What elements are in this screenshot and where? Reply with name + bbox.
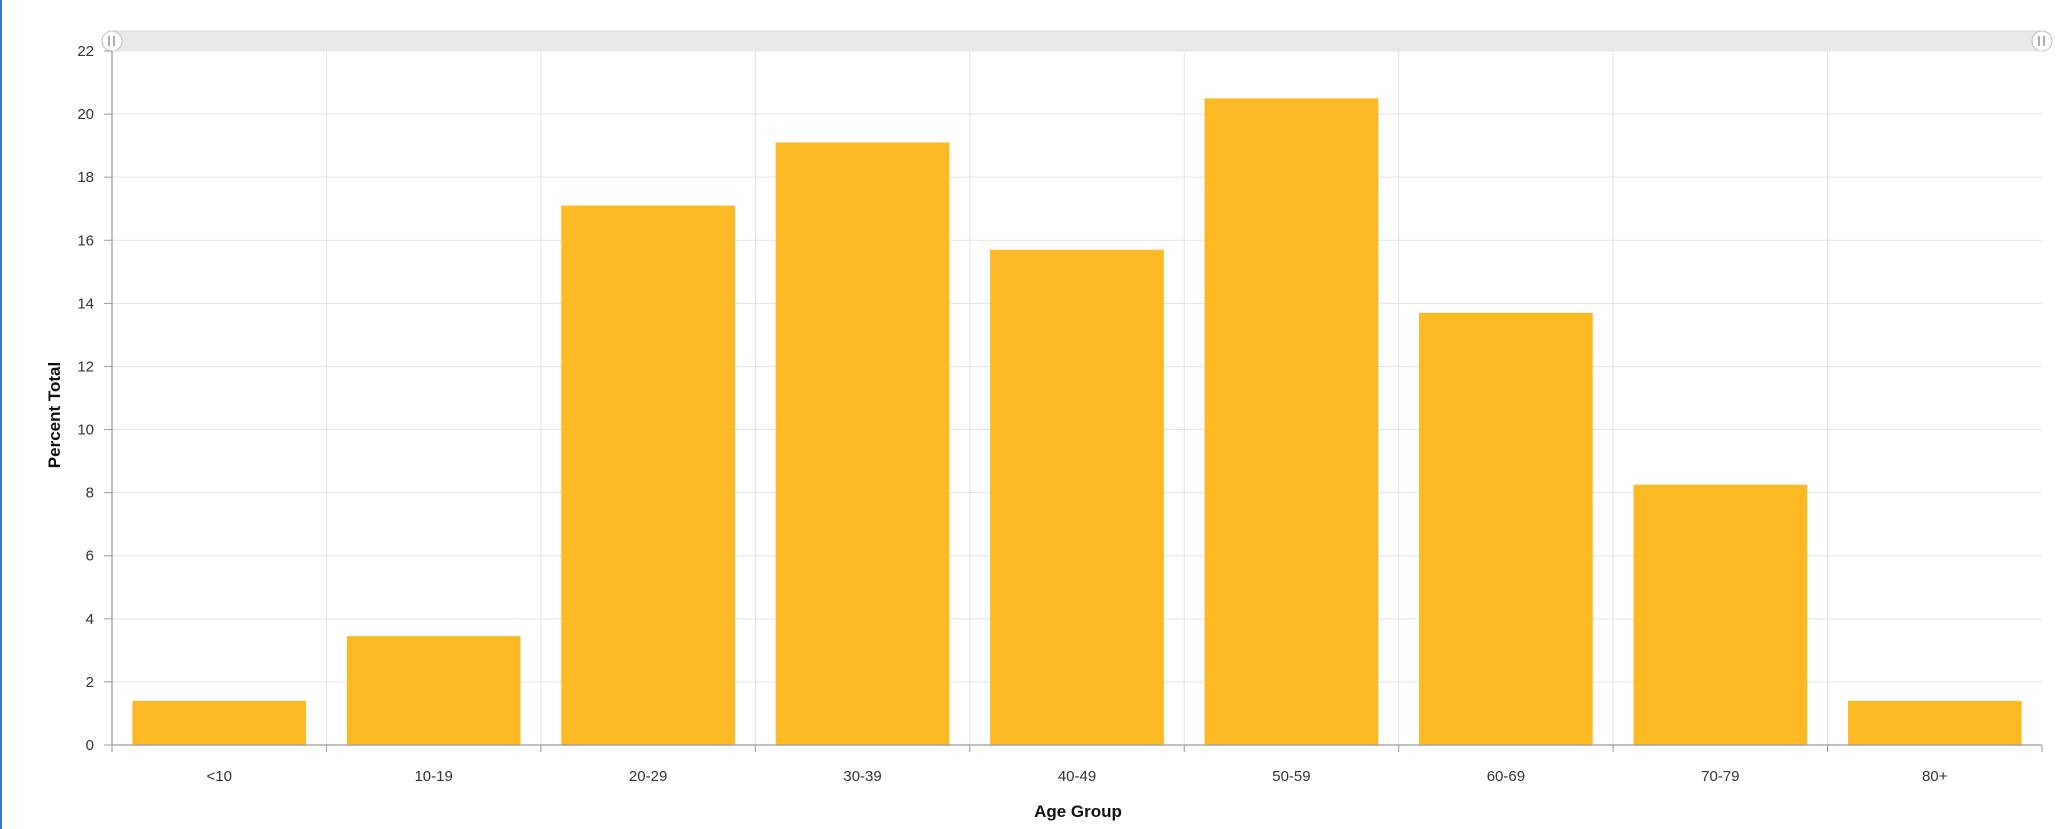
bar-4[interactable] [990,249,1164,745]
y-tick-label: 20 [77,106,94,123]
y-tick-label: 14 [77,295,94,312]
x-axis-title: Age Group [1034,802,1122,821]
y-tick-labels: 0 2 4 6 8 10 12 14 16 18 20 22 [77,43,94,754]
x-tick-labels: <10 10-19 20-29 30-39 40-49 50-59 60-69 70-79 80… [206,768,1947,785]
y-tick-label: 12 [77,358,94,375]
y-tick-label: 18 [77,169,94,186]
bars [132,98,2022,746]
y-tick-label: 16 [77,232,94,249]
x-tick-label: 70-79 [1701,768,1739,785]
y-tick-label: 2 [86,674,94,691]
range-slider-track[interactable] [111,30,2043,52]
axes [104,50,2043,752]
y-tick-label: 8 [86,485,94,502]
bar-1[interactable] [346,636,521,745]
x-tick-label: 50-59 [1272,768,1310,785]
y-tick-label: 6 [86,548,94,565]
x-tick-label: 10-19 [414,768,452,785]
x-tick-label: 60-69 [1487,768,1525,785]
x-tick-label: <10 [206,768,231,785]
x-tick-label: 40-49 [1058,768,1096,785]
y-tick-label: 0 [86,737,94,754]
y-tick-label: 10 [77,422,94,439]
window-frame-left [0,0,2,829]
x-tick-label: 20-29 [629,768,667,785]
range-slider-right-handle[interactable] [2031,30,2053,52]
bar-3[interactable] [775,142,950,745]
bar-2[interactable] [561,205,735,745]
bar-5[interactable] [1204,98,1379,746]
x-tick-label: 30-39 [843,768,881,785]
y-tick-label: 22 [77,43,94,60]
bar-7[interactable] [1633,484,1808,745]
y-axis-title: Percent Total [45,362,64,468]
y-tick-label: 4 [86,611,94,628]
bar-8[interactable] [1847,700,2022,745]
bar-6[interactable] [1419,312,1593,745]
bar-0[interactable] [132,700,307,745]
range-slider-left-handle[interactable] [101,30,123,52]
x-tick-label: 80+ [1922,768,1948,785]
